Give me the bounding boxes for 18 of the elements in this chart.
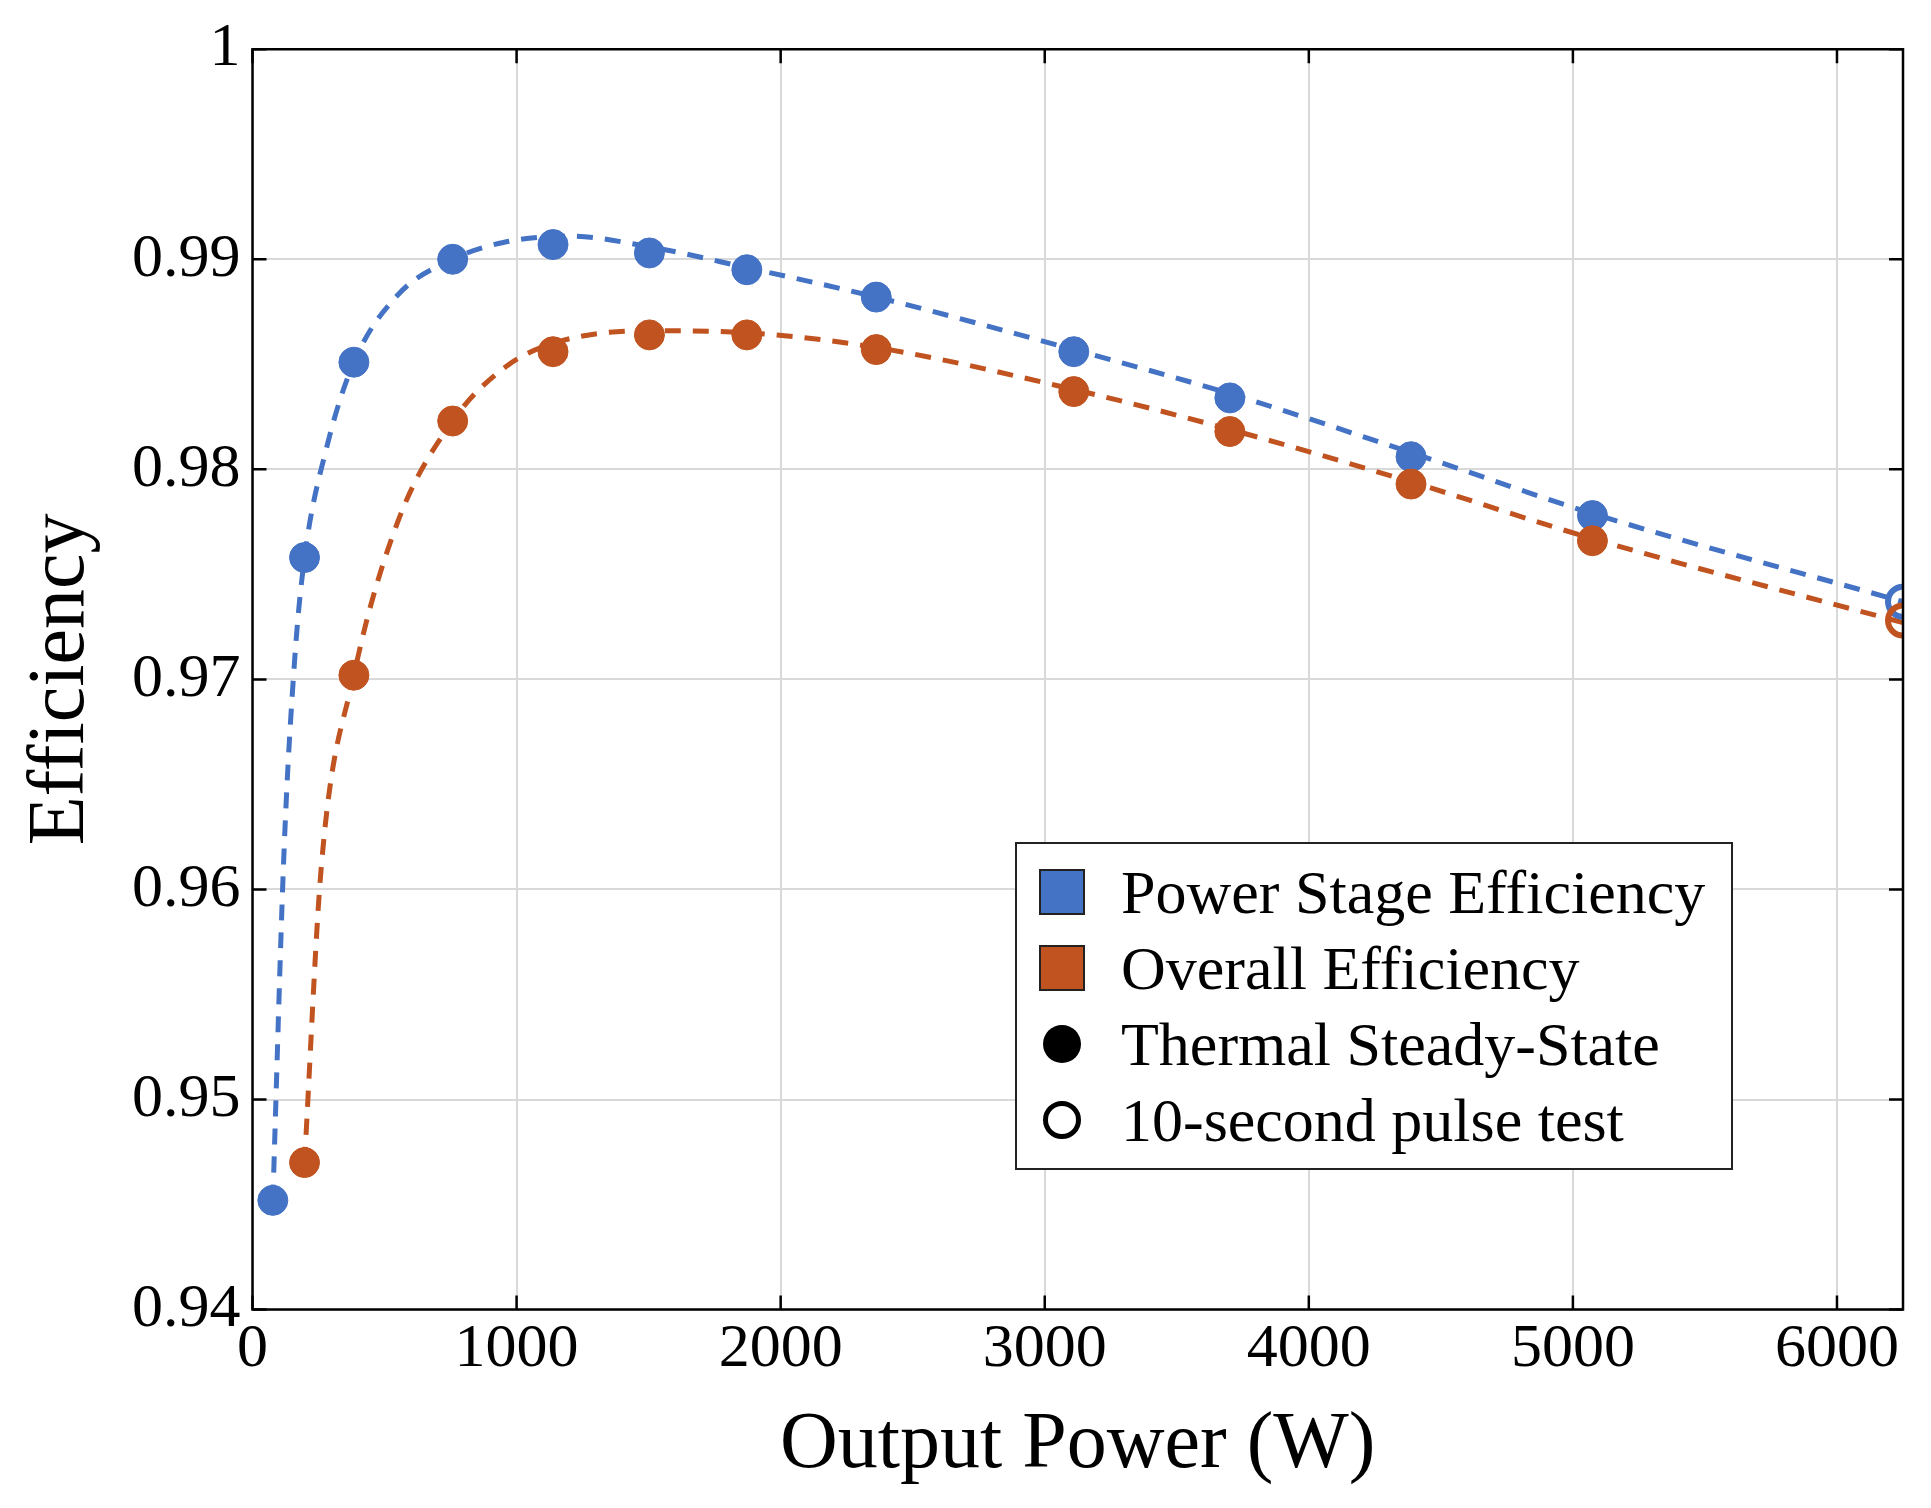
x-tick-label: 2000 [718,1311,843,1380]
y-tick-label: 0.99 [132,220,241,289]
y-tick-label: 0.98 [132,430,241,499]
annotation: 10-second pulse test [1121,1084,1624,1156]
y-axis-title: Efficiency [12,513,101,846]
x-tick-label: 1000 [454,1311,579,1380]
legend-label: Power Stage Efficiency [1121,856,1706,928]
x-tick-label: 4000 [1246,1311,1371,1380]
y-tick-label: 0.95 [132,1060,241,1129]
x-axis-title: Output Power (W) [780,1396,1376,1486]
annotation: Thermal Steady-State [1121,1008,1660,1080]
y-tick-label: 0.97 [132,640,241,709]
x-tick-label: 6000 [1774,1311,1899,1380]
x-tick-label: 5000 [1510,1311,1635,1380]
legend-label: Overall Efficiency [1121,932,1580,1004]
x-tick-label: 3000 [982,1311,1107,1380]
y-tick-label: 1 [209,10,241,79]
y-tick-label: 0.96 [132,850,241,919]
